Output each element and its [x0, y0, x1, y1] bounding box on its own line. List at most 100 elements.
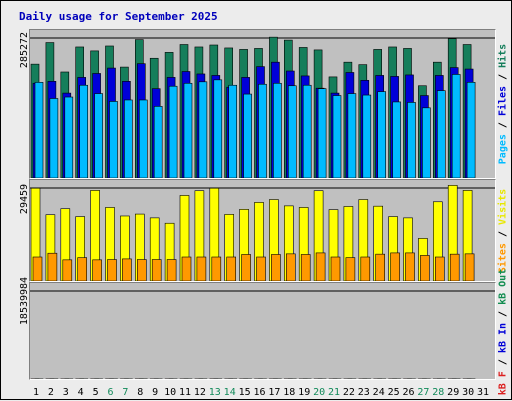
sites-bar-day-16: [257, 257, 266, 281]
sites-bar-day-20: [316, 253, 325, 281]
pages-bar-day-5: [95, 94, 103, 178]
day-label-24: 24: [373, 387, 385, 398]
day-label-5: 5: [93, 387, 99, 398]
day-label-13: 13: [209, 387, 221, 398]
sites-bar-day-17: [271, 254, 280, 281]
sites-bar-day-9: [152, 260, 161, 281]
kb-ymax-label: 18539984: [19, 256, 33, 346]
pages-bar-day-18: [288, 86, 296, 178]
sites-bar-day-4: [78, 258, 87, 281]
day-label-18: 18: [283, 387, 295, 398]
pages-bar-day-24: [378, 92, 386, 178]
legend-entry: Pages: [498, 134, 509, 164]
day-label-23: 23: [358, 387, 370, 398]
sites-ymax-label: 29459: [19, 154, 33, 244]
day-label-19: 19: [298, 387, 310, 398]
sites-bar-day-2: [48, 253, 57, 281]
legend-entry: /: [498, 353, 509, 371]
day-label-16: 16: [253, 387, 265, 398]
legend-entry: Files: [498, 86, 509, 116]
day-label-15: 15: [239, 387, 251, 398]
pages-bar-day-17: [273, 83, 281, 178]
pages-bar-day-29: [452, 74, 460, 178]
pages-bar-day-2: [50, 98, 58, 178]
day-label-8: 8: [137, 387, 143, 398]
sites-bar-day-1: [33, 257, 42, 281]
day-label-25: 25: [388, 387, 400, 398]
sites-bar-day-6: [108, 260, 117, 281]
sites-bar-day-8: [137, 260, 146, 281]
pages-bar-day-25: [393, 102, 401, 178]
day-label-20: 20: [313, 387, 325, 398]
pages-bar-day-30: [467, 82, 475, 178]
sites-panel: [29, 179, 496, 282]
legend-entry: /: [498, 224, 509, 242]
hits-ymax-label: 285272: [19, 5, 33, 95]
pages-bar-day-15: [244, 94, 252, 178]
sites-bar-day-11: [182, 257, 191, 281]
day-label-30: 30: [462, 387, 474, 398]
sites-bar-day-29: [450, 254, 459, 281]
legend-entry: kB F: [498, 371, 509, 395]
day-label-1: 1: [33, 387, 39, 398]
kb-legend: kB F / kB In / kB Out: [493, 282, 512, 381]
kb-plot: [30, 283, 495, 379]
pages-bar-day-12: [199, 82, 207, 178]
sites-bar-day-26: [406, 253, 415, 281]
day-label-21: 21: [328, 387, 340, 398]
pages-bar-day-4: [80, 85, 88, 178]
sites-bar-day-22: [346, 258, 355, 281]
sites-bar-day-15: [242, 254, 251, 281]
day-label-7: 7: [122, 387, 128, 398]
day-label-10: 10: [164, 387, 176, 398]
sites-bar-day-5: [93, 260, 102, 281]
hits-plot: [30, 30, 495, 178]
day-label-17: 17: [268, 387, 280, 398]
pages-bar-day-3: [65, 97, 73, 178]
legend-entry: /: [498, 304, 509, 322]
sites-bar-day-12: [197, 257, 206, 281]
sites-plot: [30, 180, 495, 281]
hits-panel: [29, 29, 496, 179]
day-label-4: 4: [78, 387, 84, 398]
sites-bar-day-14: [227, 257, 236, 281]
pages-bar-day-28: [437, 91, 445, 178]
pages-bar-day-27: [422, 108, 430, 178]
pages-bar-day-22: [348, 94, 356, 178]
pages-bar-day-20: [318, 89, 326, 178]
pages-bar-day-16: [259, 84, 267, 178]
day-label-2: 2: [48, 387, 54, 398]
pages-bar-day-9: [154, 106, 162, 178]
pages-bar-day-1: [35, 82, 43, 178]
sites-bar-day-21: [331, 257, 340, 281]
day-label-9: 9: [152, 387, 158, 398]
sites-bar-day-18: [286, 254, 295, 281]
pages-bar-day-26: [408, 102, 416, 178]
day-label-27: 27: [417, 387, 429, 398]
sites-legend: Sites / Visits: [493, 179, 512, 282]
day-label-14: 14: [224, 387, 236, 398]
sites-bar-day-27: [420, 255, 429, 281]
sites-bar-day-25: [391, 253, 400, 281]
legend-entry: kB In: [498, 322, 509, 352]
day-label-26: 26: [402, 387, 414, 398]
hits-legend: Pages / Files / Hits: [493, 29, 512, 179]
legend-entry: kB Out: [498, 268, 509, 304]
legend-entry: Visits: [498, 188, 509, 224]
day-label-12: 12: [194, 387, 206, 398]
pages-bar-day-21: [333, 96, 341, 178]
sites-bar-day-24: [376, 254, 385, 281]
sites-bar-day-23: [361, 257, 370, 281]
pages-bar-day-10: [169, 86, 177, 178]
day-label-3: 3: [63, 387, 69, 398]
legend-entry: Hits: [498, 44, 509, 68]
chart-title: Daily usage for September 2025: [19, 10, 218, 23]
day-label-11: 11: [179, 387, 191, 398]
day-label-29: 29: [447, 387, 459, 398]
sites-bar-day-10: [167, 260, 176, 281]
sites-bar-day-13: [212, 257, 221, 281]
pages-bar-day-23: [363, 95, 371, 178]
kb-panel: [29, 282, 496, 380]
pages-bar-day-11: [184, 83, 192, 178]
